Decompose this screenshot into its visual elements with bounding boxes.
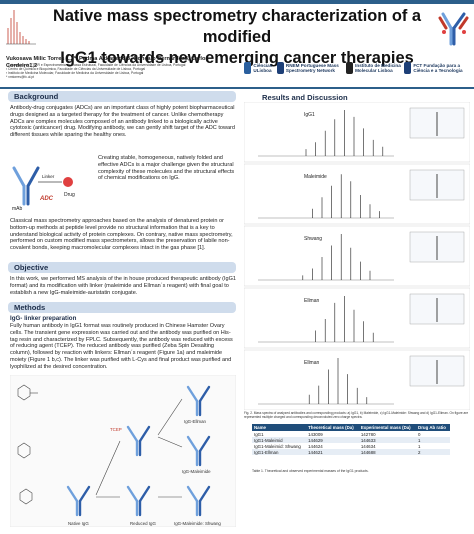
table-cell: 142780 <box>360 431 376 437</box>
mab-label: mAb <box>12 206 23 212</box>
antibody-icon <box>186 485 211 517</box>
table-row: IgG1-Maleimid 144629 144633 1 <box>252 437 450 443</box>
affiliation-email: * vmtorres@fc.ul.pt <box>6 75 35 80</box>
antibody-icon <box>126 425 151 457</box>
authors-line: Vukosava Milic Torres 1,2*, Padma Akkape… <box>6 56 209 69</box>
logo-text-rnem: RNEM Portuguese Mass Spectrometry Networ… <box>285 63 339 73</box>
table-row: IgG1-Maleimid: Shwang 144624 144634 1 <box>252 443 450 449</box>
table-caption: Table 1. Theoretical and observed experi… <box>252 469 369 473</box>
table-cell: 144633 <box>358 437 417 443</box>
table-cell: IgG1-Ellman <box>252 449 307 455</box>
table-cell: 144624 <box>308 443 323 449</box>
affiliation-1: ¹ Laboratório de FTICR e Espectrometria … <box>6 63 186 67</box>
antibody-icon <box>126 485 151 517</box>
adc-label: ADC <box>39 196 54 202</box>
table-cell: 144629 <box>306 437 359 443</box>
table-row: IgG1-Ellman 144621 144688 2 <box>252 449 450 455</box>
objective-heading: Objective <box>8 262 236 273</box>
table-header-dar: Drug Ab ratio <box>416 424 450 431</box>
scheme-tcep-label: TCEP <box>110 427 122 432</box>
reaction-arrow <box>95 440 121 496</box>
spectrum-graphic-icon <box>4 6 38 46</box>
scheme-igg-maleimide-label: IgG-Maleimide <box>182 469 211 474</box>
affiliations-list: ¹ Laboratório de FTICR e Espectrometria … <box>6 63 224 79</box>
linker-label: Linker <box>42 174 55 179</box>
background-paragraph-3: Classical mass spectrometry approaches b… <box>10 218 233 251</box>
table-cell: 0 <box>418 431 421 437</box>
mass-table-header-row: Name Theoretical mass (Da) Experimental … <box>252 424 450 431</box>
drug-label: Drug <box>64 192 75 198</box>
rnem-logo-icon <box>276 62 284 74</box>
title-line-1: Native mass spectrometry characterizatio… <box>52 7 422 46</box>
table-header-experimental: Experimental mass (Da) <box>358 424 417 431</box>
affiliation-2: ² Centro de Química e Bioquímica, Faculd… <box>6 67 146 72</box>
spectrum-panel: Shwang <box>244 225 470 287</box>
logo-text-imm: Instituto de Medicina Molecular Lisboa <box>355 63 401 73</box>
background-paragraph-2: Creating stable, homogeneous, natively f… <box>98 155 235 182</box>
mass-spectra-figure: IgG1 Maleimide Shwang Ellman Ellman <box>244 102 470 410</box>
table-cell: IgG1 <box>254 431 264 437</box>
table-cell: 2 <box>416 449 450 455</box>
imm-logo-icon <box>346 62 354 74</box>
logo-text-fct: FCT Fundação para a Ciência e a Tecnolog… <box>413 63 463 73</box>
results-heading: Results and Discussion <box>262 93 348 102</box>
spectrum-label: Maleimide <box>304 174 327 180</box>
ciencias-logo-icon <box>244 62 252 74</box>
header-band <box>0 0 474 4</box>
scheme-igg-shwang-label: IgG-Maleimide: Shwang <box>174 521 221 526</box>
reaction-arrow <box>157 398 183 436</box>
reaction-arrow <box>157 436 183 448</box>
table-header-theoretical: Theoretical mass (Da) <box>306 424 359 431</box>
spectrum-panel: IgG1 <box>244 102 470 163</box>
spectrum-panel: Maleimide <box>244 163 470 225</box>
title-line-2: IgG1 towards new emerging cancer therapi… <box>60 49 414 67</box>
spectrum-panel: Ellman <box>244 349 470 410</box>
poster-header: Native mass spectrometry characterizatio… <box>0 0 474 90</box>
fct-logo-icon <box>404 62 412 74</box>
antibody-graphic-icon <box>438 12 469 46</box>
antibody-icon <box>66 485 91 517</box>
objective-text: In this work, we performed MS analysis o… <box>10 276 237 296</box>
table-cell: 144634 <box>360 443 376 449</box>
logo-rnem: RNEM Portuguese Mass Spectrometry Networ… <box>276 62 346 74</box>
reaction-scheme: Native IgG TCEP Reduced IgG IgG-Ellman I… <box>10 375 236 527</box>
logo-fct: FCT Fundação para a Ciência e a Tecnolog… <box>404 62 470 74</box>
affiliation-3: ³ Instituto de Medicina Molecular, Facul… <box>6 71 144 76</box>
spectrum-label: Ellman <box>304 360 320 366</box>
scheme-igg-ellman-label: IgG-Ellman <box>184 419 207 424</box>
background-paragraph-1: Antibody-drug conjugates (ADCs) are an i… <box>10 105 235 138</box>
logo-strip: Ciências ULisboa RNEM Portuguese Mass Sp… <box>244 56 470 80</box>
spectrum-panel: Ellman <box>244 287 470 349</box>
table-cell: 1 <box>418 443 421 449</box>
table-cell: 144688 <box>358 449 417 455</box>
table-row: IgG1 143009 142780 0 <box>252 431 450 437</box>
logo-ciencias-ulisboa: Ciências ULisboa <box>244 62 277 74</box>
logo-text-ciencias: Ciências ULisboa <box>253 63 273 73</box>
methods-text: Fully human antibody in IgG1 format was … <box>10 323 233 370</box>
spectrum-label: Ellman <box>304 298 320 304</box>
scheme-native-igg-label: Native IgG <box>68 521 89 526</box>
adc-diagram: mAb Linker Drug ADC <box>12 166 75 212</box>
table-header-name: Name <box>252 424 307 431</box>
antibody-icon <box>186 385 211 417</box>
igg-linker-subheading: IgG- linker preparation <box>10 315 77 322</box>
background-heading: Background <box>8 91 236 102</box>
methods-heading: Methods <box>8 302 236 313</box>
table-cell: 143009 <box>308 431 323 437</box>
table-cell: IgG1-Maleimid <box>252 437 307 443</box>
spectrum-label: Shwang <box>304 236 322 242</box>
antibody-icon <box>186 435 211 467</box>
scheme-reduced-igg-label: Reduced IgG <box>130 521 156 526</box>
spectrum-label: IgG1 <box>304 112 315 118</box>
logo-imm: Instituto de Medicina Molecular Lisboa <box>346 62 404 74</box>
figure-caption: Fig. 2. Mass spectra of analyzed antibod… <box>244 411 469 419</box>
table-cell: 1 <box>416 437 450 443</box>
poster-title: Native mass spectrometry characterizatio… <box>40 6 434 69</box>
header-divider <box>0 87 474 89</box>
mass-table: Name Theoretical mass (Da) Experimental … <box>252 424 450 455</box>
table-cell: 144621 <box>306 449 359 455</box>
table-cell: IgG1-Maleimid: Shwang <box>254 443 301 449</box>
